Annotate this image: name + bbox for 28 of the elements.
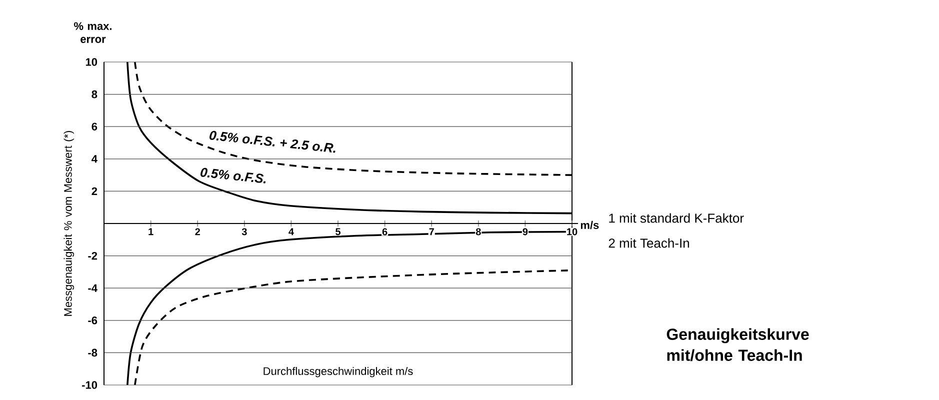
y-tick-label: 6 [92,122,98,130]
x-tick-label: 8 [476,228,481,236]
y-tick-label: 10 [86,58,98,66]
annotation: 0.5% o.F.S. [200,168,266,184]
text: m/s [580,220,599,230]
y-tick-label: 8 [92,90,98,98]
annotation: 0.5% o.F.S. + 2.5 o.R. [210,130,336,153]
y-axis-title: Messgenauigkeit % vom Messwert (*) [64,130,74,316]
y-tick-label: -10 [82,381,98,389]
y-tick-label: 4 [92,155,98,163]
text: 1 mit standard K-Faktor [609,213,744,223]
y-tick-label: -4 [88,284,98,292]
x-tick-label: 6 [382,228,388,236]
x-tick-label: 7 [429,228,434,236]
x-axis-title: Durchflussgeschwindigkeit m/s [264,366,413,378]
x-tick-label: 1 [148,228,154,236]
text: Genauigkeitskurve mit/ohne Teach-In [666,328,809,362]
x-tick-label: 9 [522,228,528,236]
y-tick-label: 2 [92,187,98,196]
x-tick-label: 5 [336,228,341,236]
text: 2 mit Teach-In [608,238,690,248]
x-tick-label: 4 [288,228,294,236]
text: % max. error [74,22,112,43]
y-tick-label: -2 [88,252,98,260]
x-tick-label: 3 [242,228,247,236]
y-tick-label: -8 [88,348,98,357]
x-tick-label: 2 [195,228,200,236]
y-tick-label: -6 [88,316,98,324]
